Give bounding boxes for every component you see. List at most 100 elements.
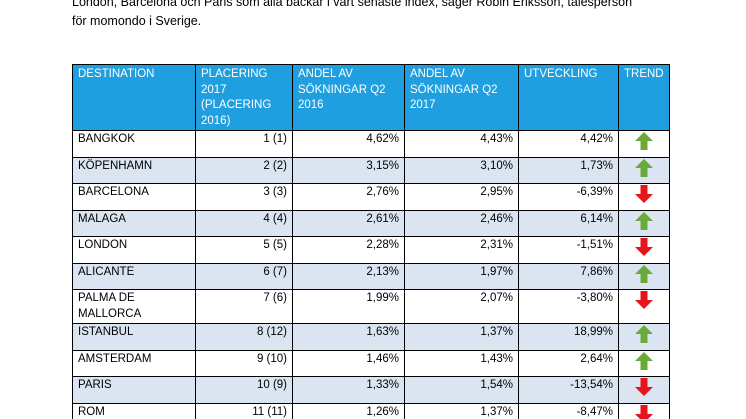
cell-destination: BANGKOK xyxy=(72,130,196,158)
cell-andel2016: 2,28% xyxy=(292,236,405,264)
cell-utveckling: -8,47% xyxy=(518,402,619,419)
table-row: ALICANTE 6 (7) 2,13% 1,97% 7,86% xyxy=(72,262,670,290)
cell-destination: ROM xyxy=(72,402,196,419)
cell-andel2017: 1,37% xyxy=(404,323,519,351)
arrow-up-icon xyxy=(634,211,653,230)
cell-trend xyxy=(618,376,670,404)
arrow-up-icon xyxy=(634,325,653,343)
arrow-down-icon xyxy=(634,291,653,309)
cell-andel2016: 2,61% xyxy=(292,209,405,237)
cell-destination: LONDON xyxy=(72,236,196,264)
intro-line-1: London, Barcelona och Paris som alla bac… xyxy=(72,0,633,9)
cell-andel2017: 2,31% xyxy=(404,236,519,264)
cell-placering: 2 (2) xyxy=(195,156,293,184)
cell-trend xyxy=(618,130,670,158)
table-header-row: DESTINATION PLACERING 2017 (PLACERING 20… xyxy=(72,64,670,131)
cell-utveckling: -3,80% xyxy=(518,289,619,324)
cell-andel2016: 1,63% xyxy=(292,323,405,351)
cell-andel2016: 1,46% xyxy=(292,349,405,377)
header-andel-2017: ANDEL AV SÖKNINGAR Q2 2017 xyxy=(404,64,519,131)
cell-placering: 9 (10) xyxy=(195,349,293,377)
arrow-up-icon xyxy=(634,132,653,150)
cell-utveckling: 18,99% xyxy=(518,323,619,351)
cell-andel2016: 2,76% xyxy=(292,183,405,211)
table-body: BANGKOK 1 (1) 4,62% 4,43% 4,42% KÖPENHAMN 2 (2… xyxy=(72,130,670,419)
cell-trend xyxy=(618,402,670,419)
cell-utveckling: 7,86% xyxy=(518,262,619,290)
table-row: BARCELONA 3 (3) 2,76% 2,95% -6,39% xyxy=(72,183,670,211)
cell-placering: 7 (6) xyxy=(195,289,293,324)
cell-trend xyxy=(618,236,670,264)
cell-destination: ALICANTE xyxy=(72,262,196,290)
table-row: LONDON 5 (5) 2,28% 2,31% -1,51% xyxy=(72,236,670,264)
cell-andel2016: 2,13% xyxy=(292,262,405,290)
cell-placering: 4 (4) xyxy=(195,209,293,237)
cell-andel2017: 4,43% xyxy=(404,130,519,158)
cell-trend xyxy=(618,349,670,377)
arrow-down-icon xyxy=(634,404,653,419)
arrow-up-icon xyxy=(634,351,653,370)
cell-andel2017: 3,10% xyxy=(404,156,519,184)
cell-andel2017: 1,54% xyxy=(404,376,519,404)
cell-trend xyxy=(618,262,670,290)
cell-destination: PARIS xyxy=(72,376,196,404)
cell-utveckling: 4,42% xyxy=(518,130,619,158)
table-row: MALAGA 4 (4) 2,61% 2,46% 6,14% xyxy=(72,209,670,237)
header-placering: PLACERING 2017 (PLACERING 2016) xyxy=(195,64,293,131)
header-andel-2016: ANDEL AV SÖKNINGAR Q2 2016 xyxy=(292,64,405,131)
intro-paragraph: London, Barcelona och Paris som alla bac… xyxy=(72,0,712,31)
cell-placering: 8 (12) xyxy=(195,323,293,351)
cell-trend xyxy=(618,289,670,324)
cell-trend xyxy=(618,156,670,184)
arrow-down-icon xyxy=(634,378,653,396)
cell-utveckling: 2,64% xyxy=(518,349,619,377)
cell-utveckling: 6,14% xyxy=(518,209,619,237)
cell-placering: 1 (1) xyxy=(195,130,293,158)
cell-utveckling: -6,39% xyxy=(518,183,619,211)
cell-destination: PALMA DE MALLORCA xyxy=(72,289,196,324)
cell-utveckling: -1,51% xyxy=(518,236,619,264)
cell-andel2016: 1,33% xyxy=(292,376,405,404)
cell-andel2017: 1,37% xyxy=(404,402,519,419)
arrow-down-icon xyxy=(634,238,653,256)
table-row: AMSTERDAM 9 (10) 1,46% 1,43% 2,64% xyxy=(72,349,670,377)
cell-andel2017: 2,95% xyxy=(404,183,519,211)
header-destination: DESTINATION xyxy=(72,64,196,131)
cell-andel2017: 1,97% xyxy=(404,262,519,290)
arrow-up-icon xyxy=(634,264,653,283)
cell-andel2017: 2,07% xyxy=(404,289,519,324)
header-trend: TREND xyxy=(618,64,670,131)
cell-placering: 5 (5) xyxy=(195,236,293,264)
cell-destination: BARCELONA xyxy=(72,183,196,211)
cell-destination: ISTANBUL xyxy=(72,323,196,351)
header-utveckling: UTVECKLING xyxy=(518,64,619,131)
cell-andel2017: 1,43% xyxy=(404,349,519,377)
destination-table: DESTINATION PLACERING 2017 (PLACERING 20… xyxy=(72,64,670,419)
table-row: ISTANBUL 8 (12) 1,63% 1,37% 18,99% xyxy=(72,323,670,351)
table-row: PARIS 10 (9) 1,33% 1,54% -13,54% xyxy=(72,376,670,404)
table-row: KÖPENHAMN 2 (2) 3,15% 3,10% 1,73% xyxy=(72,156,670,184)
cell-destination: AMSTERDAM xyxy=(72,349,196,377)
cell-andel2016: 3,15% xyxy=(292,156,405,184)
cell-utveckling: -13,54% xyxy=(518,376,619,404)
cell-placering: 3 (3) xyxy=(195,183,293,211)
cell-placering: 6 (7) xyxy=(195,262,293,290)
cell-andel2016: 4,62% xyxy=(292,130,405,158)
cell-placering: 11 (11) xyxy=(195,402,293,419)
arrow-down-icon xyxy=(634,185,653,203)
table-row: ROM 11 (11) 1,26% 1,37% -8,47% xyxy=(72,402,670,419)
arrow-up-icon xyxy=(634,158,653,177)
table-row: PALMA DE MALLORCA 7 (6) 1,99% 2,07% -3,80% xyxy=(72,289,670,324)
cell-andel2016: 1,26% xyxy=(292,402,405,419)
cell-utveckling: 1,73% xyxy=(518,156,619,184)
cell-destination: MALAGA xyxy=(72,209,196,237)
intro-line-2: för momondo i Sverige. xyxy=(72,14,202,28)
table-row: BANGKOK 1 (1) 4,62% 4,43% 4,42% xyxy=(72,130,670,158)
cell-placering: 10 (9) xyxy=(195,376,293,404)
cell-andel2017: 2,46% xyxy=(404,209,519,237)
cell-trend xyxy=(618,209,670,237)
cell-trend xyxy=(618,183,670,211)
cell-andel2016: 1,99% xyxy=(292,289,405,324)
cell-destination: KÖPENHAMN xyxy=(72,156,196,184)
cell-trend xyxy=(618,323,670,351)
